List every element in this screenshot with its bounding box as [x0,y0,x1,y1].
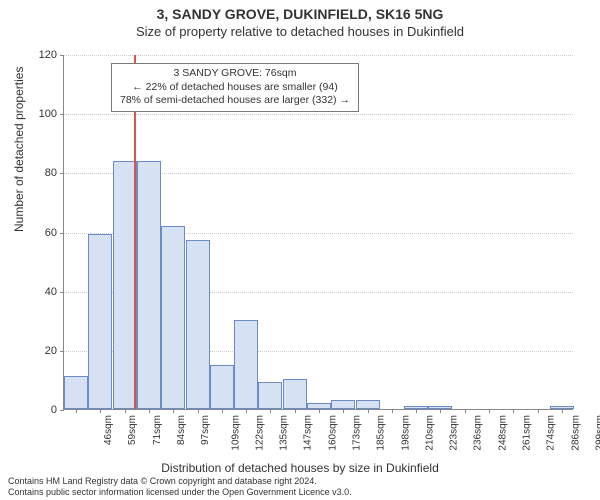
annotation-line1: 3 SANDY GROVE: 76sqm [120,67,350,81]
xtick-mark [440,409,441,413]
xtick-mark [76,409,77,413]
ytick-mark [60,292,64,293]
xtick-label: 236sqm [473,415,484,451]
histogram-bar [258,382,282,409]
xtick-label: 223sqm [449,415,460,451]
xtick-mark [125,409,126,413]
histogram-bar [210,365,234,409]
xtick-mark [343,409,344,413]
footer-line2: Contains public sector information licen… [8,487,352,498]
chart-title-sub: Size of property relative to detached ho… [0,22,600,39]
ytick-mark [60,410,64,411]
gridline [64,55,573,56]
ytick-label: 80 [27,167,57,179]
y-axis-label: Number of detached properties [12,67,26,232]
xtick-label: 71sqm [152,415,163,445]
xtick-label: 135sqm [279,415,290,451]
histogram-bar [283,379,307,409]
xtick-label: 160sqm [327,415,338,451]
ytick-label: 0 [27,404,57,416]
ytick-mark [60,351,64,352]
xtick-mark [222,409,223,413]
xtick-label: 59sqm [127,415,138,445]
x-axis-label: Distribution of detached houses by size … [0,461,600,475]
ytick-label: 60 [27,227,57,239]
xtick-label: 274sqm [546,415,557,451]
annotation-line2: ← 22% of detached houses are smaller (94… [120,81,350,95]
histogram-bar [234,320,258,409]
ytick-mark [60,173,64,174]
xtick-label: 147sqm [303,415,314,451]
ytick-label: 100 [27,108,57,120]
xtick-mark [295,409,296,413]
xtick-label: 84sqm [176,415,187,445]
histogram-bar [113,161,137,410]
ytick-label: 20 [27,345,57,357]
xtick-mark [198,409,199,413]
xtick-label: 198sqm [400,415,411,451]
xtick-label: 122sqm [254,415,265,451]
xtick-label: 210sqm [424,415,435,451]
chart-title-main: 3, SANDY GROVE, DUKINFIELD, SK16 5NG [0,0,600,22]
histogram-bar [88,234,112,409]
ytick-mark [60,114,64,115]
xtick-mark [173,409,174,413]
footer-attribution: Contains HM Land Registry data © Crown c… [8,476,352,498]
histogram-bar [331,400,355,409]
xtick-label: 185sqm [376,415,387,451]
xtick-mark [489,409,490,413]
ytick-label: 120 [27,49,57,61]
xtick-mark [513,409,514,413]
xtick-label: 261sqm [522,415,533,451]
histogram-bar [64,376,88,409]
ytick-label: 40 [27,286,57,298]
xtick-label: 286sqm [570,415,581,451]
xtick-mark [538,409,539,413]
xtick-mark [562,409,563,413]
xtick-label: 299sqm [594,415,600,451]
gridline [64,114,573,115]
annotation-line3: 78% of semi-detached houses are larger (… [120,94,350,108]
xtick-mark [392,409,393,413]
xtick-mark [246,409,247,413]
footer-line1: Contains HM Land Registry data © Crown c… [8,476,352,487]
xtick-mark [368,409,369,413]
xtick-mark [270,409,271,413]
histogram-bar [161,226,185,409]
xtick-mark [465,409,466,413]
xtick-mark [319,409,320,413]
histogram-bar [186,240,210,409]
xtick-label: 248sqm [497,415,508,451]
ytick-mark [60,233,64,234]
histogram-bar [356,400,380,409]
xtick-label: 173sqm [352,415,363,451]
ytick-mark [60,55,64,56]
xtick-label: 109sqm [230,415,241,451]
xtick-mark [149,409,150,413]
chart-area: 02040608010012046sqm59sqm71sqm84sqm97sqm… [63,55,573,410]
xtick-mark [416,409,417,413]
xtick-label: 46sqm [103,415,114,445]
xtick-label: 97sqm [200,415,211,445]
histogram-bar [137,161,161,410]
annotation-box: 3 SANDY GROVE: 76sqm ← 22% of detached h… [111,63,359,112]
xtick-mark [100,409,101,413]
